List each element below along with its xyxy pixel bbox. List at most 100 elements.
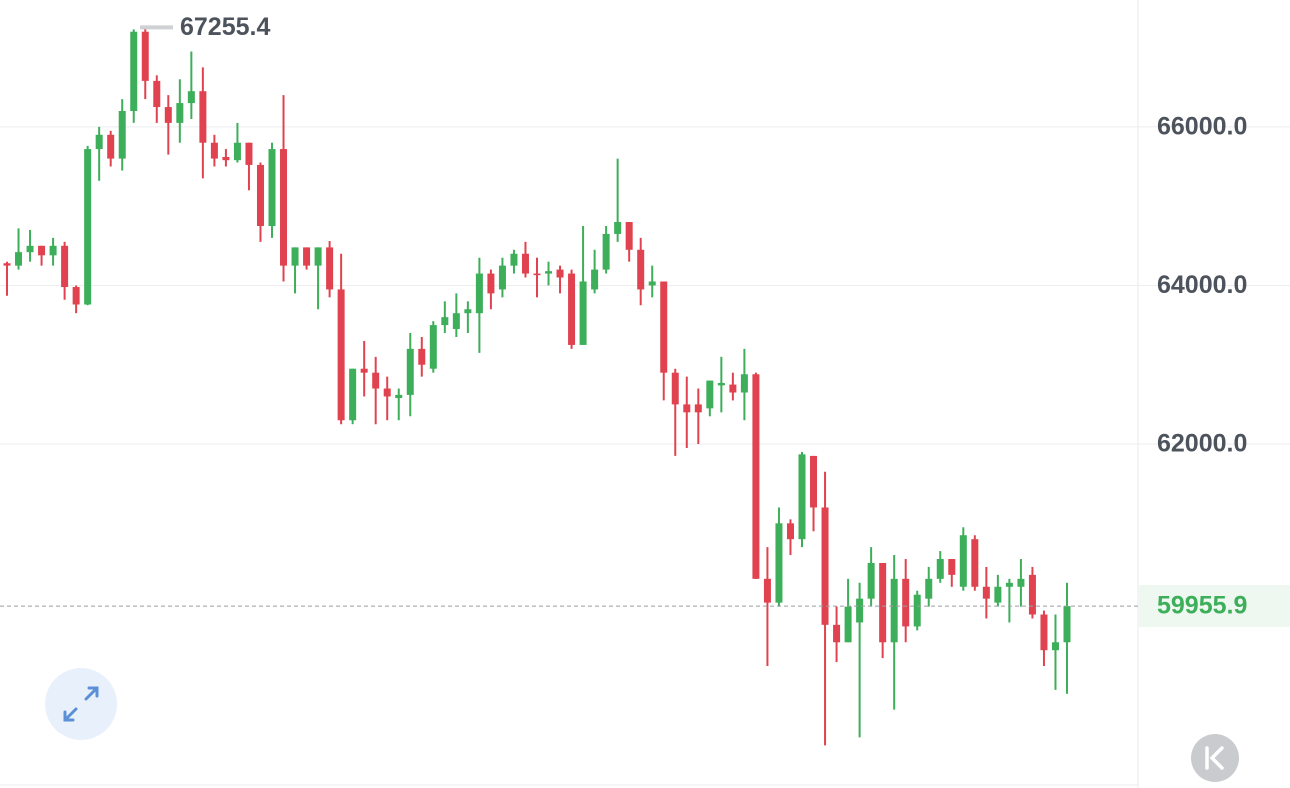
candle-body bbox=[187, 91, 195, 104]
candle-body bbox=[625, 222, 633, 250]
candle-body bbox=[717, 382, 725, 386]
candle-body bbox=[49, 245, 57, 256]
candle-body bbox=[118, 111, 126, 159]
candle-body bbox=[164, 107, 172, 123]
candle-body bbox=[810, 455, 818, 508]
candle-body bbox=[936, 559, 944, 579]
y-tick-label: 64000.0 bbox=[1157, 271, 1247, 299]
candle-body bbox=[395, 394, 403, 399]
candle-body bbox=[671, 372, 679, 405]
y-tick-label: 62000.0 bbox=[1157, 430, 1247, 458]
candle-body bbox=[879, 562, 887, 643]
candle-body bbox=[38, 245, 46, 256]
candle-body bbox=[84, 149, 92, 305]
candle-body bbox=[61, 245, 69, 288]
candle-body bbox=[971, 539, 979, 587]
candle-body bbox=[706, 380, 714, 409]
candle-body bbox=[614, 222, 622, 234]
candle-body bbox=[579, 281, 587, 345]
candle-body bbox=[763, 578, 771, 603]
candle-body bbox=[130, 31, 138, 112]
candle-body bbox=[925, 578, 933, 599]
y-tick-label: 66000.0 bbox=[1157, 112, 1247, 140]
candle-body bbox=[429, 325, 437, 369]
candle-body bbox=[372, 372, 380, 389]
candle-body bbox=[902, 578, 910, 627]
candle-body bbox=[694, 404, 702, 413]
candle-body bbox=[521, 253, 529, 274]
candle-body bbox=[740, 374, 748, 393]
candle-body bbox=[95, 134, 103, 150]
candle-body bbox=[775, 523, 783, 603]
candle-body bbox=[1028, 574, 1036, 615]
candle-body bbox=[1017, 578, 1025, 587]
candle-body bbox=[994, 586, 1002, 603]
candle-body bbox=[1005, 582, 1013, 587]
scroll-latest-icon bbox=[1205, 746, 1224, 770]
candle-body bbox=[303, 247, 311, 266]
candle-body bbox=[660, 281, 668, 373]
scroll-latest-button[interactable] bbox=[1191, 734, 1239, 782]
candle-body bbox=[683, 404, 691, 413]
candle-body bbox=[498, 265, 506, 290]
expand-button-bg bbox=[45, 668, 117, 740]
candle-body bbox=[475, 273, 483, 314]
candle-body bbox=[245, 142, 253, 165]
candle-body bbox=[256, 164, 264, 226]
candle-body bbox=[982, 586, 990, 599]
candle-body bbox=[291, 247, 299, 266]
candle-body bbox=[948, 559, 956, 575]
candle-body bbox=[1051, 642, 1059, 651]
candle-body bbox=[107, 134, 115, 159]
candle-body bbox=[383, 388, 391, 397]
candle-body bbox=[314, 247, 322, 266]
candle-body bbox=[556, 269, 564, 278]
candle-body bbox=[913, 594, 921, 627]
candle-body bbox=[844, 606, 852, 643]
candle-body bbox=[591, 269, 599, 290]
scroll-latest-bg bbox=[1191, 734, 1239, 782]
candle-body bbox=[360, 368, 368, 373]
candle-body bbox=[648, 281, 656, 286]
candle-body bbox=[821, 507, 829, 625]
candle-body bbox=[452, 313, 460, 330]
candle-body bbox=[487, 273, 495, 294]
last-price-bg bbox=[1139, 585, 1290, 628]
candle-body bbox=[26, 245, 34, 253]
candle-body bbox=[199, 91, 207, 143]
high-marker-label: 67255.4 bbox=[180, 13, 270, 41]
candle-body bbox=[856, 598, 864, 623]
candle-body bbox=[72, 287, 80, 305]
candle-body bbox=[176, 103, 184, 123]
candle-body bbox=[141, 31, 149, 81]
candle-body bbox=[15, 252, 23, 266]
last-price-label: 59955.9 bbox=[1157, 592, 1247, 620]
candle-body bbox=[786, 523, 794, 540]
candle-body bbox=[406, 348, 414, 395]
candle-body bbox=[1040, 614, 1048, 651]
candle-body bbox=[3, 263, 11, 266]
candle-body bbox=[222, 157, 230, 161]
candle-body bbox=[153, 80, 161, 108]
candle-body bbox=[326, 247, 334, 290]
candle-body bbox=[545, 271, 553, 274]
candle-body bbox=[729, 384, 737, 393]
candle-body bbox=[337, 289, 345, 421]
candle-body bbox=[602, 233, 610, 270]
candle-body bbox=[418, 348, 426, 365]
expand-icon bbox=[63, 686, 99, 722]
expand-button[interactable] bbox=[45, 668, 117, 740]
candle-body bbox=[752, 374, 760, 579]
candle-body bbox=[959, 535, 967, 587]
candle-body bbox=[533, 273, 541, 276]
candle-body bbox=[268, 149, 276, 226]
candle-body bbox=[280, 149, 288, 266]
candle-body bbox=[441, 317, 449, 326]
candle-body bbox=[568, 273, 576, 345]
candle-body bbox=[233, 142, 241, 161]
candle-body bbox=[210, 142, 218, 159]
candle-body bbox=[510, 253, 518, 266]
candle-body bbox=[349, 368, 357, 421]
candle-body bbox=[867, 562, 875, 599]
